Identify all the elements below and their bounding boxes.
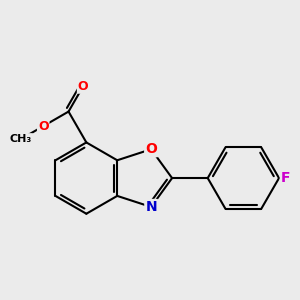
Text: N: N <box>145 200 157 214</box>
Text: O: O <box>145 142 157 156</box>
Text: O: O <box>38 120 49 133</box>
Text: CH₃: CH₃ <box>10 134 32 144</box>
Text: F: F <box>281 171 290 185</box>
Text: O: O <box>78 80 88 93</box>
